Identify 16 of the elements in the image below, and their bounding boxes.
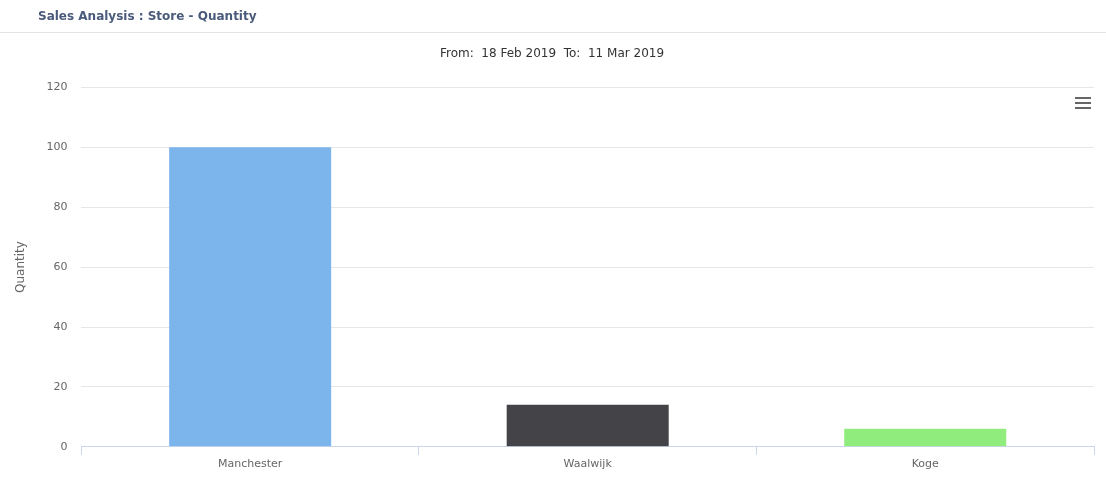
chart-title: Sales Analysis : Store - Quantity bbox=[38, 9, 257, 23]
y-tick-label: 20 bbox=[53, 379, 68, 393]
y-tick-label: 120 bbox=[46, 80, 68, 94]
x-tick-label: Koge bbox=[911, 457, 940, 471]
y-axis-title: Quantity bbox=[13, 241, 28, 294]
y-tick-label: 100 bbox=[46, 140, 68, 154]
bar bbox=[169, 147, 332, 447]
chart-subtitle: From: 18 Feb 2019 To: 11 Mar 2019 bbox=[439, 46, 665, 61]
x-tick-label: Waalwijk bbox=[563, 457, 613, 471]
y-tick-label: 80 bbox=[53, 200, 68, 214]
y-tick-label: 40 bbox=[53, 319, 68, 333]
x-tick-label: Manchester bbox=[218, 457, 283, 471]
y-tick-label: 0 bbox=[60, 439, 68, 453]
y-tick-label: 60 bbox=[53, 259, 68, 273]
bar bbox=[844, 428, 1007, 447]
bar bbox=[506, 404, 669, 447]
